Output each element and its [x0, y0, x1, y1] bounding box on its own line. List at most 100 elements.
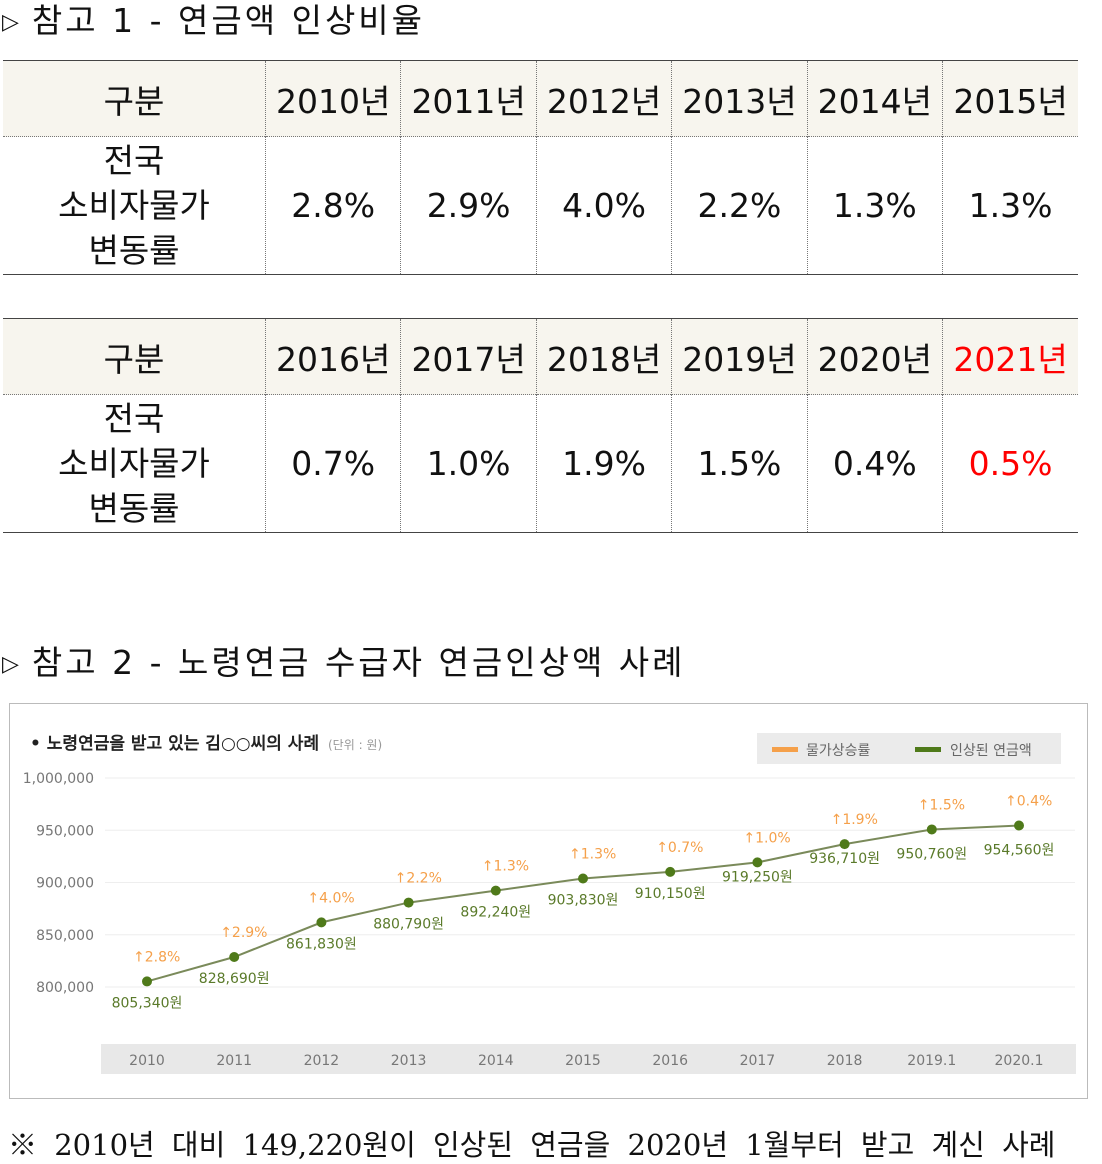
- pension-value-label: 936,710원: [809, 851, 880, 867]
- legend-swatch-pension: [915, 747, 941, 752]
- cpi-table-1: 구분 2010년 2011년 2012년 2013년 2014년 2015년 전…: [3, 60, 1078, 275]
- x-tick-label: 2011: [216, 1053, 252, 1069]
- value-cell: 1.0%: [400, 394, 537, 533]
- data-point: [490, 885, 501, 896]
- row-label: 전국 소비자물가 변동률: [58, 141, 210, 270]
- header-cell: 2019년: [671, 318, 808, 395]
- section2-title-text: 참고 2 - 노령연금 수급자 연금인상액 사례: [31, 643, 686, 682]
- header-cell: 구분: [103, 339, 165, 379]
- data-point: [752, 857, 763, 868]
- header-cell: 2018년: [535, 318, 672, 395]
- cpi-rate-label: ↑1.3%: [569, 846, 616, 862]
- header-cell: 2017년: [400, 318, 537, 395]
- x-tick-label: 2019.1: [907, 1053, 956, 1069]
- pension-value-label: 919,250원: [722, 869, 793, 885]
- pension-value-label: 828,690원: [199, 971, 270, 987]
- value-cell: 1.3%: [806, 136, 943, 275]
- cpi-rate-label: ↑1.9%: [831, 812, 878, 828]
- x-axis-band: [101, 1044, 1076, 1074]
- triangle-icon: ▷: [2, 652, 22, 677]
- x-tick-label: 2013: [391, 1053, 427, 1069]
- header-cell: 2014년: [806, 60, 943, 137]
- table-header-row: 구분 2010년 2011년 2012년 2013년 2014년 2015년: [3, 60, 1078, 137]
- pension-value-label: 892,240원: [460, 905, 531, 921]
- x-tick-label: 2010: [129, 1053, 165, 1069]
- value-cell: 1.9%: [535, 394, 672, 533]
- table-header-row: 구분 2016년 2017년 2018년 2019년 2020년 2021년: [3, 318, 1078, 395]
- value-cell: 0.4%: [806, 394, 943, 533]
- value-cell: 2.2%: [671, 136, 808, 275]
- section1-title-text: 참고 1 - 연금액 인상비율: [31, 1, 426, 40]
- legend-box: [757, 733, 1061, 764]
- y-tick-label: 950,000: [36, 823, 94, 839]
- data-point: [926, 824, 937, 835]
- data-point: [316, 917, 327, 928]
- header-cell: 2010년: [264, 60, 401, 137]
- header-cell: 구분: [103, 81, 165, 121]
- header-cell: 2020년: [806, 318, 943, 395]
- cpi-rate-label: ↑0.7%: [656, 840, 703, 856]
- data-point: [142, 976, 152, 987]
- cpi-rate-label: ↑0.4%: [1005, 793, 1052, 809]
- y-tick-label: 900,000: [36, 876, 94, 892]
- x-tick-label: 2014: [478, 1053, 514, 1069]
- cpi-rate-label: ↑2.2%: [395, 871, 442, 887]
- pension-value-label: 805,340원: [112, 995, 183, 1011]
- chart-title: • 노령연금을 받고 있는 김○○씨의 사례: [30, 733, 319, 754]
- x-tick-label: 2018: [827, 1053, 863, 1069]
- data-point: [578, 873, 588, 884]
- footnote: ※ 2010년 대비 149,220원이 인상된 연금을 2020년 1월부터 …: [8, 1128, 1056, 1162]
- value-cell: 2.8%: [264, 136, 401, 275]
- legend-label-cpi: 물가상승률: [806, 743, 871, 759]
- legend-swatch-cpi: [772, 747, 798, 752]
- cpi-rate-label: ↑2.8%: [133, 949, 180, 965]
- value-cell: 2.9%: [400, 136, 537, 275]
- cpi-rate-label: ↑1.5%: [918, 797, 965, 813]
- data-point: [1014, 820, 1024, 831]
- value-cell: 0.7%: [264, 394, 401, 533]
- value-cell: 1.3%: [942, 136, 1078, 275]
- chart-unit: (단위 : 원): [328, 738, 382, 752]
- chart-svg: • 노령연금을 받고 있는 김○○씨의 사례 (단위 : 원) 물가상승률 인상…: [23, 733, 1076, 1074]
- cpi-rate-label: ↑1.3%: [482, 859, 529, 875]
- header-cell-highlight: 2021년: [942, 318, 1078, 395]
- table-row: 전국 소비자물가 변동률 0.7% 1.0% 1.9% 1.5% 0.4% 0.5%: [3, 394, 1078, 533]
- legend-label-pension: 인상된 연금액: [950, 743, 1032, 759]
- triangle-icon: ▷: [2, 10, 22, 35]
- section2-title: ▷ 참고 2 - 노령연금 수급자 연금인상액 사례: [2, 636, 686, 684]
- x-tick-label: 2016: [652, 1053, 688, 1069]
- cpi-rate-label: ↑2.9%: [220, 925, 267, 941]
- pension-value-label: 950,760원: [896, 846, 967, 862]
- cpi-rate-label: ↑1.0%: [743, 830, 790, 846]
- value-cell-highlight: 0.5%: [942, 394, 1078, 533]
- pension-value-label: 910,150원: [635, 886, 706, 902]
- y-tick-label: 1,000,000: [23, 771, 94, 787]
- header-cell: 2013년: [671, 60, 808, 137]
- table-row: 전국 소비자물가 변동률 2.8% 2.9% 4.0% 2.2% 1.3% 1.3%: [3, 136, 1078, 275]
- x-tick-label: 2015: [565, 1053, 601, 1069]
- x-tick-label: 2020.1: [995, 1053, 1044, 1069]
- pension-value-label: 861,830원: [286, 936, 357, 952]
- cpi-table-2: 구분 2016년 2017년 2018년 2019년 2020년 2021년 전…: [3, 318, 1078, 533]
- header-cell: 2016년: [264, 318, 401, 395]
- value-cell: 1.5%: [671, 394, 808, 533]
- header-cell: 2015년: [942, 60, 1078, 137]
- x-tick-label: 2017: [740, 1053, 776, 1069]
- data-point: [665, 866, 676, 877]
- pension-value-label: 903,830원: [548, 892, 619, 908]
- header-cell: 2011년: [400, 60, 537, 137]
- pension-value-label: 954,560원: [984, 842, 1055, 858]
- pension-chart: • 노령연금을 받고 있는 김○○씨의 사례 (단위 : 원) 물가상승률 인상…: [9, 703, 1088, 1099]
- y-tick-label: 850,000: [36, 928, 94, 944]
- data-point: [229, 952, 240, 963]
- data-point: [403, 897, 414, 908]
- y-tick-label: 800,000: [36, 980, 94, 996]
- pension-value-label: 880,790원: [373, 917, 444, 933]
- row-label: 전국 소비자물가 변동률: [58, 399, 210, 528]
- data-point: [839, 839, 850, 850]
- section1-title: ▷ 참고 1 - 연금액 인상비율: [2, 0, 425, 42]
- value-cell: 4.0%: [535, 136, 672, 275]
- header-cell: 2012년: [535, 60, 672, 137]
- cpi-rate-label: ↑4.0%: [307, 890, 354, 906]
- x-tick-label: 2012: [304, 1053, 340, 1069]
